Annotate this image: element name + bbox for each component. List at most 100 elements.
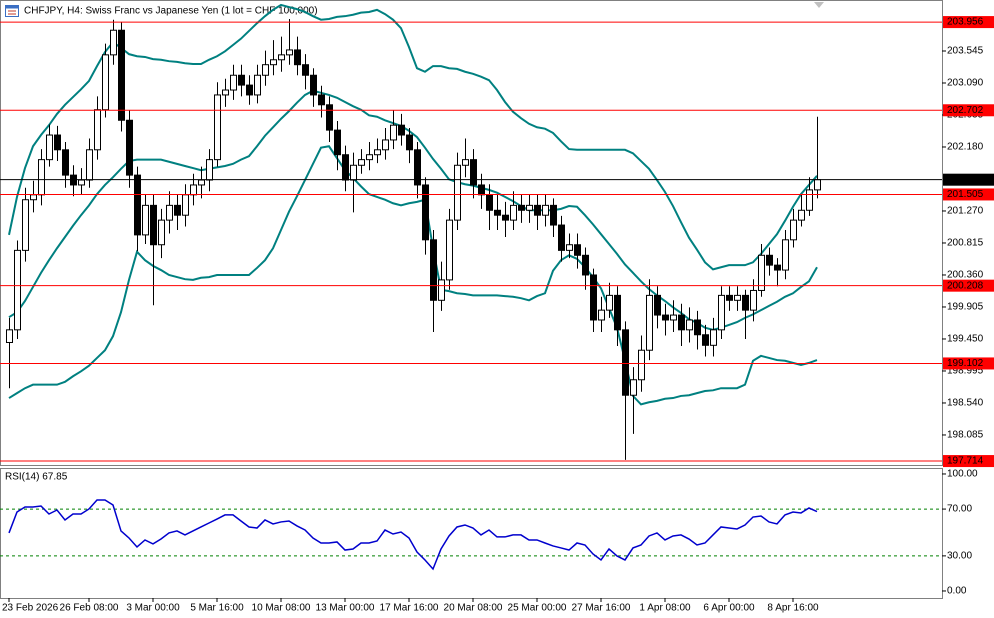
x-tick-label: 23 Feb 2026 xyxy=(2,603,59,614)
candle-body xyxy=(582,254,589,276)
candle-body xyxy=(310,74,317,96)
candle-body xyxy=(670,314,677,321)
candle-body xyxy=(710,329,717,346)
price-level-label: 201.505 xyxy=(947,189,984,200)
x-tick-label: 25 Mar 00:00 xyxy=(508,603,567,614)
y-tick-label: 199.450 xyxy=(947,334,984,345)
x-tick-label: 26 Feb 08:00 xyxy=(60,603,119,614)
candle-body xyxy=(198,179,205,186)
candle-body xyxy=(590,274,597,321)
price-level-label: 197.714 xyxy=(947,456,984,467)
candle-body xyxy=(166,204,173,221)
candle-body xyxy=(318,94,325,106)
price-level-tag xyxy=(943,357,994,370)
candle-body xyxy=(774,264,781,271)
candle-body xyxy=(622,329,629,396)
candle-body xyxy=(446,219,453,281)
candle-body xyxy=(806,189,813,211)
candle-body xyxy=(38,159,45,196)
candle-body xyxy=(238,74,245,86)
y-tick-label: 202.180 xyxy=(947,142,984,153)
price-pane xyxy=(0,0,943,466)
candle-body xyxy=(390,124,397,141)
candle-body xyxy=(790,219,797,241)
candle-body xyxy=(278,54,285,61)
candle-body xyxy=(326,104,333,131)
candle-body xyxy=(46,134,53,161)
candle-body xyxy=(630,379,637,396)
candle-body xyxy=(126,119,133,176)
symbol-icon xyxy=(5,5,19,17)
candle-body xyxy=(510,204,517,221)
candle-body xyxy=(734,294,741,301)
rsi-pane xyxy=(0,468,943,599)
candle-body xyxy=(558,224,565,251)
candle-body xyxy=(62,149,69,176)
y-tick-label: 203.090 xyxy=(947,78,984,89)
candle-body xyxy=(638,349,645,381)
candle-body xyxy=(182,194,189,216)
price-level-label: 202.702 xyxy=(947,105,984,116)
x-tick-label: 3 Mar 00:00 xyxy=(126,603,180,614)
candle-body xyxy=(14,249,21,331)
candle-body xyxy=(174,204,181,216)
x-tick-label: 1 Apr 08:00 xyxy=(639,603,691,614)
candle-body xyxy=(230,74,237,91)
y-tick-label: 200.360 xyxy=(947,270,984,281)
candle-body xyxy=(302,64,309,76)
candle-body xyxy=(246,84,253,96)
y-tick-label: 201.270 xyxy=(947,206,984,217)
bollinger-band xyxy=(8,145,818,406)
rsi-line xyxy=(8,499,818,571)
bollinger-band xyxy=(8,3,818,271)
candle-body xyxy=(22,199,29,251)
candle-body xyxy=(158,219,165,246)
x-tick-label: 8 Apr 16:00 xyxy=(767,603,819,614)
candle-body xyxy=(534,204,541,216)
candle-body xyxy=(382,139,389,151)
candle-body xyxy=(366,154,373,161)
x-tick-label: 27 Mar 16:00 xyxy=(572,603,631,614)
candle-body xyxy=(654,294,661,316)
candle-body xyxy=(542,204,549,216)
candle-body xyxy=(342,154,349,181)
candle-body xyxy=(702,334,709,346)
rsi-tick-label: 100.00 xyxy=(947,469,978,480)
candle-body xyxy=(726,294,733,301)
candle-body xyxy=(798,209,805,221)
x-tick-label: 20 Mar 08:00 xyxy=(444,603,503,614)
rsi-tick-label: 30.00 xyxy=(947,551,972,562)
rsi-tick-label: 0.00 xyxy=(947,586,967,597)
price-level-tag xyxy=(943,104,994,117)
candle-body xyxy=(110,29,117,56)
candle-body xyxy=(814,179,821,191)
candle-body xyxy=(118,29,125,121)
candle-body xyxy=(750,289,757,311)
candle-body xyxy=(614,294,621,331)
candle-body xyxy=(414,149,421,186)
candle-body xyxy=(694,319,701,336)
candle-body xyxy=(598,309,605,321)
candle-body xyxy=(190,184,197,196)
candle-body xyxy=(286,49,293,56)
x-tick-label: 10 Mar 08:00 xyxy=(252,603,311,614)
candle-body xyxy=(350,164,357,181)
candle-body xyxy=(134,174,141,236)
candle-body xyxy=(374,149,381,156)
candle-body xyxy=(422,184,429,241)
bollinger-band xyxy=(8,89,818,331)
price-level-label: 203.956 xyxy=(947,17,984,28)
candle-body xyxy=(78,179,85,186)
x-tick-label: 17 Mar 16:00 xyxy=(380,603,439,614)
candle-body xyxy=(270,59,277,66)
candle-body xyxy=(94,109,101,151)
candle-body xyxy=(486,194,493,211)
candle-body xyxy=(454,164,461,221)
candle-body xyxy=(526,204,533,211)
x-tick-label: 5 Mar 16:00 xyxy=(190,603,244,614)
candle-body xyxy=(150,204,157,246)
y-tick-label: 198.995 xyxy=(947,366,984,377)
candle-body xyxy=(462,159,469,166)
candle-body xyxy=(678,314,685,331)
price-level-label: 199.102 xyxy=(947,358,984,369)
